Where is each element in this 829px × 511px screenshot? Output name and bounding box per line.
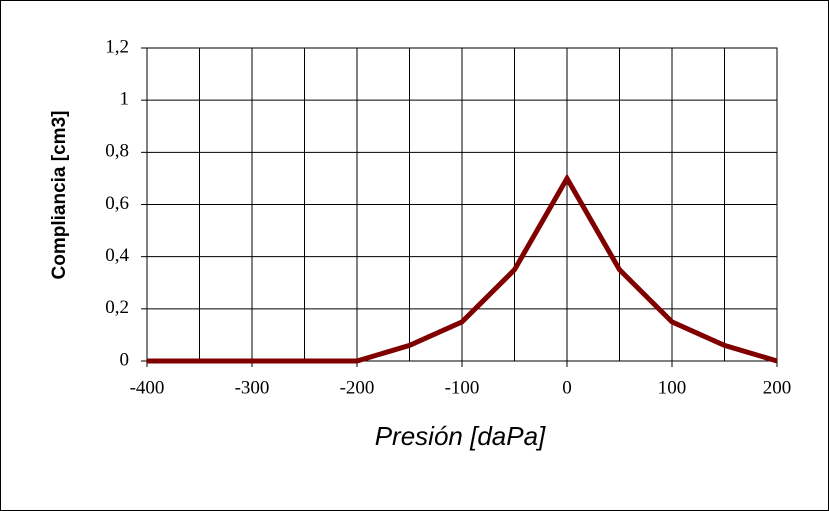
x-tick-label: -300 [235, 377, 270, 398]
y-tick-label: 0,4 [105, 245, 129, 266]
y-tick-label: 0,6 [105, 193, 129, 214]
y-tick-label: 1 [120, 89, 130, 110]
x-tick-label: -400 [130, 377, 165, 398]
x-tick-label: 0 [562, 377, 572, 398]
y-tick-label: 0,8 [105, 141, 129, 162]
y-tick-label: 0 [120, 349, 130, 370]
y-tick-label: 1,2 [105, 36, 129, 57]
x-tick-label: -200 [340, 377, 375, 398]
y-axis-label: Compliancia [cm3] [49, 111, 70, 280]
x-tick-label: -100 [445, 377, 480, 398]
x-axis-label: Presión [daPa] [375, 421, 546, 451]
x-tick-label: 200 [763, 377, 792, 398]
data-line [147, 173, 778, 364]
y-tick-label: 0,2 [105, 297, 129, 318]
plot-border [146, 47, 778, 362]
x-tick-label: 100 [658, 377, 687, 398]
